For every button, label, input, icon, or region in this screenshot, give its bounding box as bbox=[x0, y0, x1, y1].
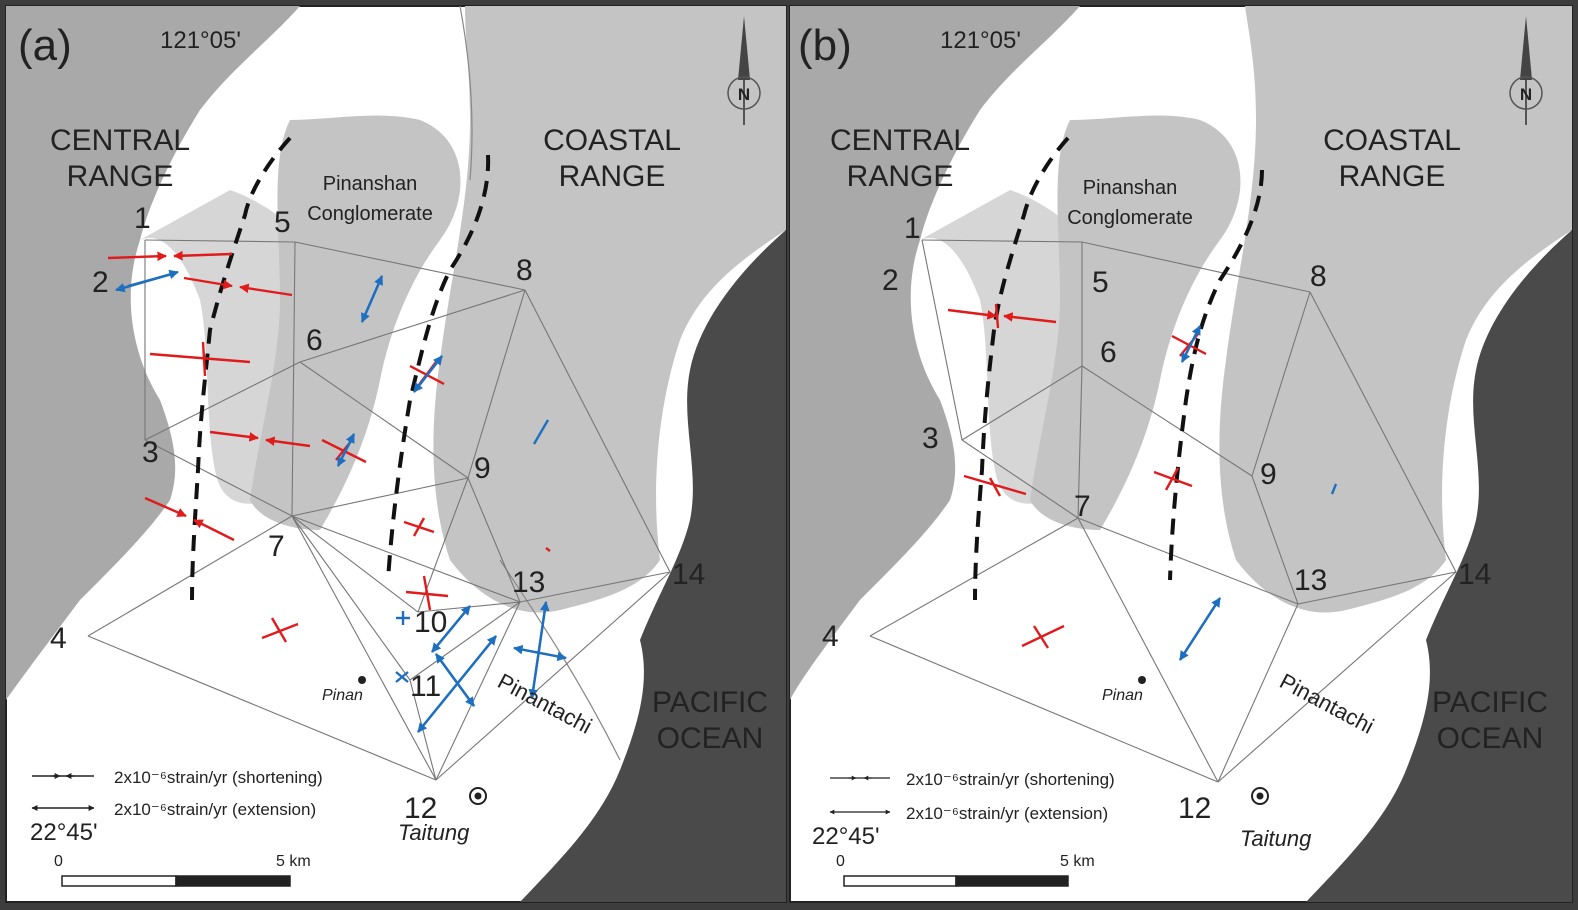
station-labels-b: 1 2 3 4 5 6 7 8 9 12 13 14 bbox=[822, 212, 1491, 825]
station-6-b: 6 bbox=[1100, 336, 1117, 369]
longitude-label-b: 121°05' bbox=[940, 27, 1021, 54]
north-label-b: N bbox=[1520, 85, 1532, 104]
central-range-terrain-b bbox=[790, 6, 1080, 700]
scale-bar-b: 0 5 km bbox=[836, 853, 1095, 887]
station-14-b: 14 bbox=[1458, 558, 1491, 591]
station-6-a: 6 bbox=[306, 324, 323, 357]
station-labels-a: 1 2 3 4 5 6 7 8 9 10 11 12 13 14 bbox=[50, 202, 705, 825]
station-12-b: 12 bbox=[1178, 792, 1211, 825]
station-3-b: 3 bbox=[922, 422, 939, 455]
pinanshan-label-b-1: Pinanshan bbox=[1083, 177, 1178, 199]
station-14-a: 14 bbox=[672, 558, 705, 591]
town-label-taitung-b: Taitung bbox=[1240, 826, 1312, 851]
panel-b: N (b) 121°05' CENTRAL RANGE COASTAL RANG… bbox=[789, 5, 1573, 903]
station-7-a: 7 bbox=[268, 530, 285, 563]
station-9-a: 9 bbox=[474, 452, 491, 485]
pinanshan-label-a-1: Pinanshan bbox=[323, 173, 418, 195]
north-arrow-b: N bbox=[1509, 16, 1543, 125]
western-fault-b bbox=[973, 136, 1070, 601]
scale-end-a: 5 km bbox=[276, 853, 311, 870]
station-network-a bbox=[87, 239, 671, 781]
panel-label-a: (a) bbox=[18, 21, 72, 70]
extension-arrows-b bbox=[1178, 325, 1338, 661]
central-range-label-a-1: CENTRAL bbox=[50, 124, 190, 157]
coastal-range-label-b-1: COASTAL bbox=[1323, 124, 1461, 157]
legend-extension-b: 2x10⁻⁶strain/yr (extension) bbox=[906, 804, 1108, 823]
latitude-label-a: 22°45' bbox=[30, 819, 98, 846]
station-1-a: 1 bbox=[134, 202, 151, 235]
scale-start-a: 0 bbox=[54, 853, 63, 870]
legend-shortening-a: 2x10⁻⁶strain/yr (shortening) bbox=[114, 768, 323, 787]
station-11-a: 11 bbox=[410, 670, 441, 703]
pacific-label-a-1: PACIFIC bbox=[652, 686, 768, 719]
station-4-a: 4 bbox=[50, 622, 67, 655]
north-arrow-a: N bbox=[727, 16, 761, 125]
legend-b: 2x10⁻⁶strain/yr (shortening) 2x10⁻⁶strai… bbox=[829, 770, 1115, 823]
pacific-label-b-2: OCEAN bbox=[1437, 722, 1544, 755]
pacific-label-b-1: PACIFIC bbox=[1432, 686, 1548, 719]
coastal-range-label-a-2: RANGE bbox=[559, 160, 666, 193]
north-label-a: N bbox=[738, 85, 750, 104]
taitung-dot-center bbox=[474, 792, 482, 800]
station-7-b: 7 bbox=[1074, 490, 1091, 523]
central-range-label-b-1: CENTRAL bbox=[830, 124, 970, 157]
scale-start-b: 0 bbox=[836, 853, 845, 870]
taitung-dot-center-b bbox=[1256, 792, 1264, 800]
station-13-b: 13 bbox=[1294, 564, 1327, 597]
central-range-terrain bbox=[6, 6, 300, 700]
longitude-label-a: 121°05' bbox=[160, 27, 241, 54]
station-1-b: 1 bbox=[904, 212, 921, 245]
legend-a: 2x10⁻⁶strain/yr (shortening) 2x10⁻⁶strai… bbox=[31, 768, 323, 819]
station-4-b: 4 bbox=[822, 620, 839, 653]
pacific-ocean-terrain bbox=[520, 230, 786, 902]
coastal-range-terrain-b bbox=[1219, 6, 1572, 613]
pinanshan-terrain-b bbox=[1030, 115, 1241, 531]
central-range-label-b-2: RANGE bbox=[847, 160, 954, 193]
station-12-a: 12 bbox=[404, 792, 437, 825]
station-8-a: 8 bbox=[516, 254, 533, 287]
coastal-range-terrain bbox=[433, 6, 786, 613]
town-label-taitung-a: Taitung bbox=[398, 820, 470, 845]
pinanshan-label-a-2: Conglomerate bbox=[307, 203, 433, 225]
pinan-dot bbox=[358, 676, 366, 684]
station-2-a: 2 bbox=[92, 266, 109, 299]
panel-a: N (a) 121°05' CENTRAL RANGE COASTAL RANG… bbox=[5, 5, 787, 903]
station-5-a: 5 bbox=[274, 206, 291, 239]
latitude-label-b: 22°45' bbox=[812, 823, 880, 850]
legend-shortening-b: 2x10⁻⁶strain/yr (shortening) bbox=[906, 770, 1115, 789]
eastern-fault bbox=[386, 154, 491, 581]
station-5-b: 5 bbox=[1092, 266, 1109, 299]
panel-label-b: (b) bbox=[798, 21, 852, 70]
station-3-a: 3 bbox=[142, 436, 159, 469]
eastern-fault-b bbox=[1168, 169, 1264, 581]
town-label-pinan-b: Pinan bbox=[1102, 687, 1143, 704]
station-13-a: 13 bbox=[512, 566, 545, 599]
station-8-b: 8 bbox=[1310, 260, 1327, 293]
scale-bar-a: 0 5 km bbox=[54, 853, 311, 887]
pacific-label-a-2: OCEAN bbox=[657, 722, 764, 755]
coastal-range-label-b-2: RANGE bbox=[1339, 160, 1446, 193]
pinanshan-terrain bbox=[250, 115, 461, 531]
extension-arrows-a bbox=[115, 269, 567, 733]
station-9-b: 9 bbox=[1260, 458, 1277, 491]
western-fault bbox=[190, 136, 292, 601]
pacific-ocean-terrain-b bbox=[1306, 230, 1572, 902]
coastal-range-label-a-1: COASTAL bbox=[543, 124, 681, 157]
pinanshan-label-b-2: Conglomerate bbox=[1067, 207, 1193, 229]
legend-extension-a: 2x10⁻⁶strain/yr (extension) bbox=[114, 800, 316, 819]
central-range-label-a-2: RANGE bbox=[67, 160, 174, 193]
scale-end-b: 5 km bbox=[1060, 853, 1095, 870]
station-2-b: 2 bbox=[882, 264, 899, 297]
pinan-dot-b bbox=[1138, 676, 1146, 684]
town-label-pinan-a: Pinan bbox=[322, 687, 363, 704]
station-10-a: 10 bbox=[414, 606, 447, 639]
